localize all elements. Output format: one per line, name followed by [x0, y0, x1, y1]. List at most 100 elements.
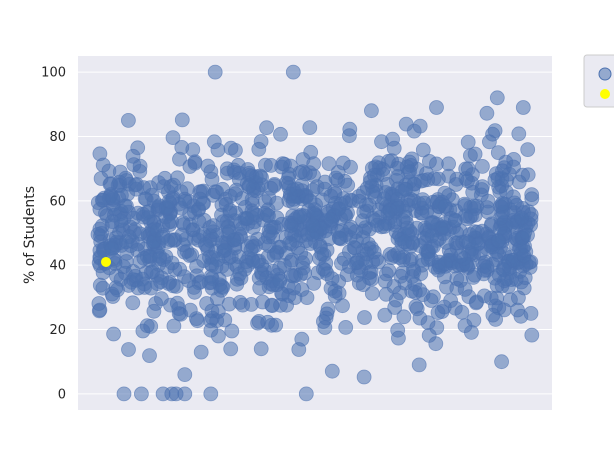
data-point [196, 253, 212, 269]
data-point [182, 159, 198, 174]
data-point [376, 191, 392, 207]
data-point [398, 209, 414, 225]
data-point [193, 344, 209, 360]
data-point [324, 363, 340, 379]
data-point [203, 386, 219, 402]
data-point [292, 209, 308, 225]
data-point [437, 256, 453, 272]
data-point [474, 179, 490, 195]
data-point [227, 142, 243, 158]
data-point [341, 128, 357, 144]
data-point [366, 244, 382, 260]
data-point [493, 210, 509, 226]
data-point [243, 242, 259, 258]
data-point [186, 279, 202, 295]
y-axis-label: % of Students [22, 186, 38, 284]
data-point [392, 250, 408, 266]
data-point [161, 193, 177, 209]
data-point [153, 291, 169, 307]
data-point [520, 227, 535, 243]
data-point [224, 323, 240, 339]
data-point [206, 134, 222, 150]
data-point [125, 295, 141, 311]
data-point [231, 171, 247, 187]
data-point [142, 348, 157, 364]
data-point [481, 134, 497, 150]
data-point [113, 213, 129, 229]
data-point [253, 341, 269, 357]
data-point [474, 158, 490, 174]
data-point [443, 293, 459, 309]
data-point [155, 229, 171, 245]
data-point [457, 198, 473, 214]
data-point [282, 235, 298, 251]
data-point [259, 120, 275, 136]
data-point [321, 156, 337, 172]
data-point [106, 326, 121, 342]
data-point [323, 212, 339, 227]
legend-marker-highlight [600, 89, 610, 99]
data-point [453, 272, 469, 288]
data-point [336, 251, 352, 267]
data-point [95, 157, 111, 173]
data-point [156, 179, 172, 195]
data-point [298, 386, 314, 402]
data-point [285, 64, 301, 80]
data-point [305, 217, 321, 233]
legend-marker-series [598, 67, 612, 81]
data-point [314, 246, 330, 262]
data-point [447, 213, 463, 229]
data-point [469, 294, 485, 310]
data-point [479, 105, 495, 121]
data-point [140, 210, 156, 226]
data-point [520, 142, 536, 158]
data-point [437, 198, 453, 214]
data-point [146, 303, 162, 319]
data-point [454, 304, 470, 320]
data-point [357, 310, 372, 325]
data-point [390, 168, 406, 184]
data-point [145, 264, 161, 279]
data-point [272, 273, 288, 289]
data-point [191, 214, 207, 229]
data-point [273, 126, 288, 142]
data-point [479, 259, 495, 275]
highlight-point [101, 256, 111, 267]
data-point [319, 266, 335, 282]
data-point [524, 187, 540, 203]
data-point [136, 250, 152, 266]
data-point [328, 170, 344, 186]
data-point [260, 314, 276, 330]
data-point [499, 172, 515, 188]
data-point [133, 386, 149, 402]
data-point [415, 142, 431, 158]
data-point [441, 156, 457, 172]
data-point [366, 167, 382, 183]
y-tick-label: 60 [49, 194, 66, 209]
data-point [166, 318, 182, 334]
data-point [351, 193, 367, 209]
data-point [489, 290, 505, 306]
legend [583, 54, 614, 108]
data-point [335, 298, 350, 314]
data-point [414, 252, 430, 268]
data-point [143, 280, 159, 296]
data-point [164, 255, 180, 271]
data-point [425, 289, 441, 305]
data-point [203, 313, 219, 329]
data-point [303, 144, 319, 160]
data-point [281, 166, 297, 182]
data-point [467, 146, 483, 162]
data-point [411, 357, 427, 373]
data-point [302, 193, 318, 209]
data-point [182, 302, 198, 318]
data-point [231, 249, 247, 265]
data-point [126, 157, 142, 173]
data-point [465, 269, 481, 285]
data-point [90, 226, 106, 242]
data-point [453, 248, 469, 264]
data-point [364, 286, 380, 301]
data-point [200, 158, 216, 174]
data-point [385, 131, 401, 147]
